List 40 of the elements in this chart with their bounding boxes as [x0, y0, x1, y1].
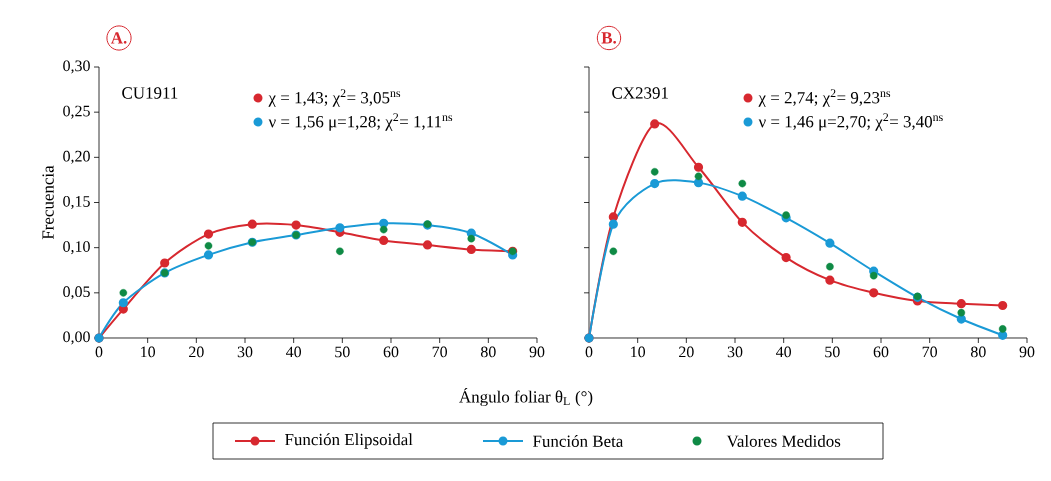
x-tick-label: 50: [825, 346, 840, 358]
legend-label: Valores Medidos: [726, 435, 841, 447]
annotation: ν = 1,56 μ=1,28; χ$^{2}$= 1,11$^{ns}$: [268, 113, 453, 131]
chart-title: A.: [110, 32, 127, 44]
annotation: ν = 1,46 μ=2,70; χ$^{2}$= 3,40$^{ns}$: [758, 113, 943, 131]
annotation: χ = 2,74; χ$^{2}$= 9,23$^{ns}$: [758, 89, 891, 107]
y-tick-label: 0,15: [63, 195, 90, 210]
x-tick-label: 40: [776, 346, 792, 358]
chart-title: B.: [601, 32, 617, 44]
x-tick-label: 90: [1019, 346, 1035, 358]
x-tick-label: 90: [529, 346, 545, 358]
x-tick-label: 50: [335, 346, 350, 358]
y-tick-label: 0,00: [63, 331, 90, 345]
y-tick-label: 0,30: [63, 60, 90, 74]
x-tick-label: 60: [383, 346, 399, 358]
x-tick-label: 80: [480, 346, 496, 358]
y-tick-label: 0,10: [63, 241, 90, 255]
x-tick-label: 20: [189, 346, 204, 358]
y-tick-label: 0,05: [63, 286, 90, 300]
x-tick-label: 10: [631, 346, 646, 358]
x-tick-label: 10: [141, 346, 156, 358]
annotation: χ = 1,43; χ$^{2}$= 3,05$^{ns}$: [268, 89, 401, 107]
x-tick-label: 30: [237, 346, 253, 358]
annotation: CX2391: [612, 87, 668, 99]
annotation: CU1911: [122, 87, 178, 99]
x-tick-label: 20: [679, 346, 694, 358]
x-tick-label: 40: [286, 346, 302, 358]
y-axis-title: Frecuencia: [42, 165, 54, 240]
y-tick-label: 0,20: [63, 150, 90, 164]
x-tick-label: 30: [727, 346, 743, 358]
x-tick-label: 0: [585, 346, 593, 358]
x-axis-title: Ángulo foliar θ$_{L}$ (°): [459, 387, 593, 407]
legend-label: Función Elipsoidal: [285, 433, 413, 449]
legend-label: Función Beta: [533, 435, 624, 447]
x-tick-label: 80: [970, 346, 986, 358]
x-tick-label: 0: [95, 346, 103, 358]
x-tick-label: 60: [873, 346, 889, 358]
y-tick-label: 0,25: [63, 105, 90, 119]
x-tick-label: 70: [922, 346, 938, 358]
x-tick-label: 70: [432, 346, 448, 358]
